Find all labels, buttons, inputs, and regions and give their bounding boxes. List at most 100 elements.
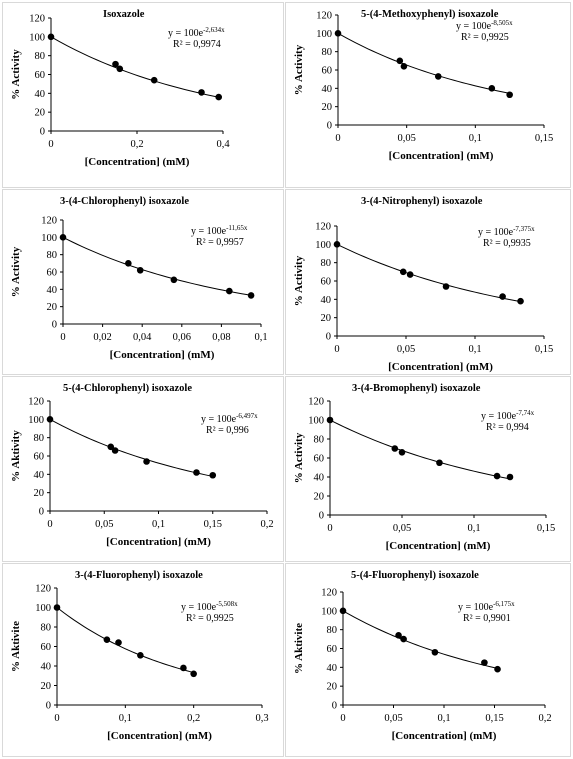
chart-title: 5-(4-Chlorophenyl) isoxazole [63, 383, 192, 394]
x-tick-label: 0,15 [537, 523, 555, 534]
data-point [143, 458, 150, 465]
data-point [398, 449, 406, 456]
chart-title: Isoxazole [103, 9, 145, 20]
chart-title: 3-(4-Bromophenyl) isoxazole [352, 383, 481, 394]
equation-exponent: -7,74x [516, 409, 535, 417]
chart-svg: 0 20 40 60 80 100 120 0 0,05 0,1 0,15 5-(4-Methoxyp… [293, 9, 553, 162]
data-point [111, 447, 119, 454]
data-point [391, 445, 399, 452]
y-tick-label: 0 [52, 320, 57, 331]
y-tick-label: 80 [314, 435, 325, 446]
x-tick-label: 0,3 [255, 713, 268, 724]
y-tick-label: 0 [327, 121, 332, 132]
chart-title: 3-(4-Chlorophenyl) isoxazole [60, 196, 189, 207]
y-tick-label: 120 [315, 222, 331, 233]
y-tick-label: 40 [322, 84, 333, 95]
data-point [333, 241, 341, 248]
y-tick-label: 20 [322, 102, 333, 113]
y-tick-label: 60 [327, 644, 338, 655]
data-point [339, 607, 347, 615]
equation-base: y = 100e [458, 602, 494, 613]
y-tick-label: 120 [35, 584, 51, 595]
data-point [396, 57, 404, 65]
x-tick-label: 0,15 [204, 519, 222, 530]
equation-exponent: -8,505x [491, 19, 513, 27]
y-tick-label: 20 [314, 492, 325, 503]
y-tick-label: 80 [35, 51, 46, 62]
x-tick-label: 0,1 [469, 133, 482, 144]
y-tick-label: 60 [321, 277, 332, 288]
y-tick-label: 100 [28, 415, 44, 426]
y-tick-label: 40 [41, 662, 52, 673]
y-axis-label: % Activity [293, 255, 305, 306]
y-tick-label: 80 [322, 47, 333, 58]
data-point [215, 93, 222, 101]
trendline-equation: y = 100e-6,497x [201, 412, 258, 425]
chart-title: 5-(4-Fluorophenyl) isoxazole [351, 570, 479, 581]
y-tick-label: 80 [34, 433, 45, 444]
data-point [506, 91, 513, 99]
data-point [47, 33, 55, 41]
data-point [180, 664, 187, 672]
chart-svg: 0 20 40 60 80 100 120 0 0,02 0,04 0,06 0,08 0,1 3-(4-… [10, 196, 268, 361]
x-axis-label: [Concentration] (mM) [388, 361, 493, 373]
data-point [499, 293, 506, 300]
y-tick-label: 20 [35, 108, 46, 119]
data-point [517, 297, 524, 305]
x-tick-label: 0,1 [119, 713, 132, 724]
y-tick-label: 0 [39, 507, 44, 518]
y-tick-label: 40 [47, 285, 58, 296]
data-point [436, 459, 443, 467]
y-axis-label: % Aktivite [293, 623, 305, 674]
x-tick-label: 0 [48, 139, 53, 150]
data-point [150, 76, 158, 84]
trendline-equation: y = 100e-7,375x [478, 225, 535, 238]
trendline-equation: y = 100e-6,175x [458, 600, 515, 613]
x-tick-label: 0,05 [384, 713, 402, 724]
x-axis-label: [Concentration] (mM) [107, 730, 212, 742]
chart-panel-6: 0 20 40 60 80 100 120 0 0,05 0,1 0,15 3-(4-Bromophe… [285, 376, 571, 562]
y-tick-label: 0 [40, 127, 45, 138]
chart-panel-4: 0 20 40 60 80 100 120 0 0,05 0,1 0,15 3-(4-Nitrophe… [285, 189, 571, 375]
trendline [329, 419, 511, 480]
y-tick-label: 0 [326, 332, 331, 343]
y-tick-label: 80 [327, 625, 338, 636]
data-point [193, 469, 200, 476]
r-squared-label: R² = 0,9957 [196, 237, 244, 248]
y-tick-label: 40 [321, 295, 332, 306]
x-tick-label: 0,05 [397, 344, 415, 355]
chart-panel-8: 0 20 40 60 80 100 120 0 0,05 0,1 0,15 0,2 5-(4-Fluor… [285, 563, 571, 757]
y-axis-label: % Activity [293, 432, 305, 483]
data-point [247, 292, 255, 299]
y-tick-label: 100 [35, 603, 51, 614]
r-squared-label: R² = 0,9901 [463, 613, 511, 624]
data-point [103, 636, 111, 643]
x-tick-label: 0,05 [397, 133, 415, 144]
x-axis-label: [Concentration] (mM) [110, 349, 215, 361]
x-tick-label: 0,06 [173, 332, 191, 343]
chart-panel-1: 0 20 40 60 80 100 120 0 0,2 0,4 Isoxazole y = 100e-… [2, 2, 284, 188]
data-point [136, 266, 144, 274]
x-axis-label: [Concentration] (mM) [386, 540, 491, 552]
data-point [116, 65, 124, 73]
y-tick-label: 40 [314, 473, 325, 484]
x-tick-label: 0,1 [467, 523, 480, 534]
x-tick-label: 0 [335, 133, 340, 144]
y-tick-label: 40 [35, 89, 46, 100]
x-tick-label: 0 [54, 713, 59, 724]
data-point [226, 287, 233, 295]
y-tick-label: 60 [35, 70, 46, 81]
x-tick-label: 0,08 [212, 332, 230, 343]
x-tick-label: 0,2 [130, 139, 143, 150]
r-squared-label: R² = 0,9925 [186, 613, 234, 624]
trendline-equation: y = 100e-7,74x [481, 409, 535, 422]
data-point [400, 63, 408, 70]
y-tick-label: 80 [47, 250, 58, 261]
equation-exponent: -6,175x [493, 600, 515, 608]
data-point [334, 30, 342, 37]
equation-exponent: -6,497x [236, 412, 258, 420]
equation-exponent: -2,634x [203, 26, 225, 34]
equation-base: y = 100e [481, 411, 517, 422]
y-tick-label: 40 [327, 663, 338, 674]
equation-exponent: -11,65x [226, 224, 248, 232]
